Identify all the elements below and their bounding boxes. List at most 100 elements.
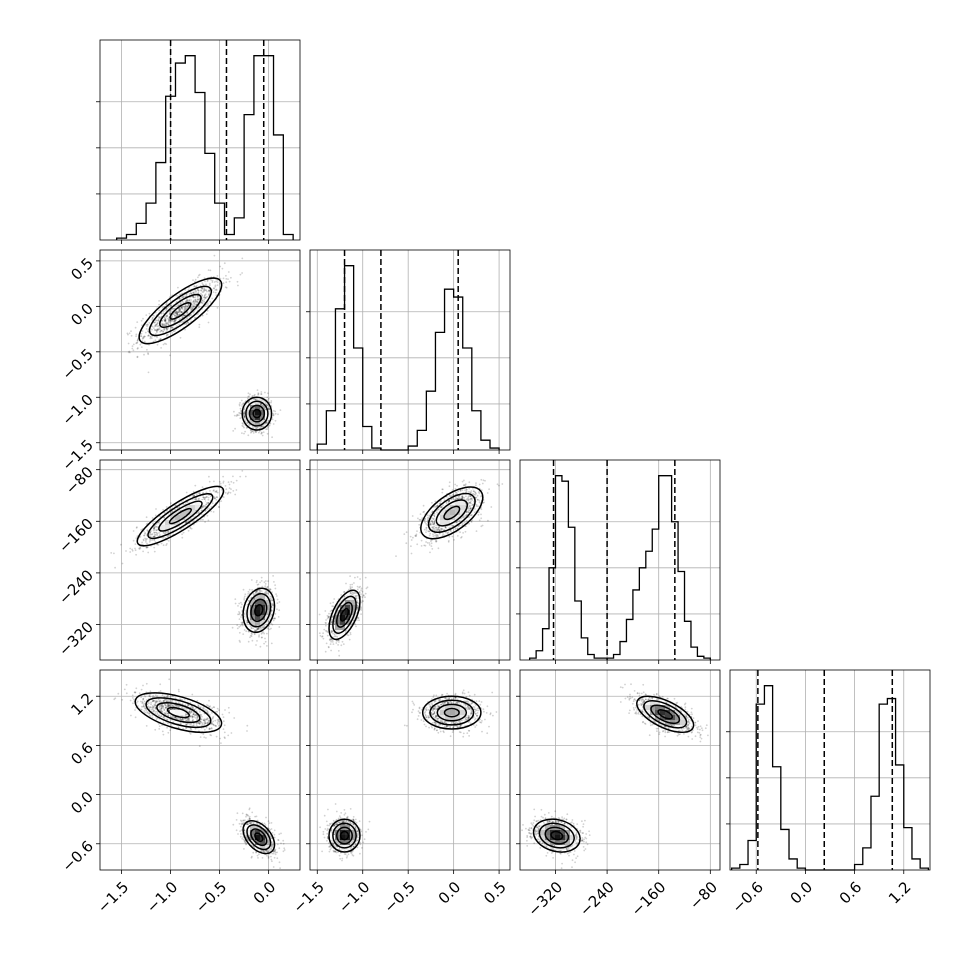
- density-cell: [255, 610, 261, 616]
- sample-point: [132, 530, 135, 532]
- sample-point: [180, 306, 182, 309]
- sample-point: [247, 600, 250, 602]
- sample-point: [478, 483, 481, 486]
- sample-point: [151, 328, 154, 331]
- sample-point: [447, 539, 450, 542]
- sample-point: [196, 518, 198, 520]
- sample-point: [135, 333, 138, 336]
- sample-point: [232, 481, 235, 484]
- sample-point: [207, 502, 210, 504]
- sample-point: [155, 533, 157, 536]
- sample-point: [422, 511, 425, 513]
- sample-point: [246, 621, 249, 624]
- sample-point: [141, 324, 143, 327]
- sample-point: [192, 296, 195, 299]
- sample-point: [149, 538, 152, 541]
- sample-point: [183, 319, 186, 321]
- sample-point: [417, 517, 419, 520]
- sample-point: [192, 301, 195, 303]
- sample-point: [482, 479, 485, 482]
- sample-point: [354, 576, 356, 579]
- sample-point: [270, 614, 273, 617]
- sample-point: [260, 576, 263, 579]
- sample-point: [163, 318, 166, 321]
- sample-point: [441, 534, 444, 537]
- sample-point: [438, 526, 441, 529]
- sample-point: [182, 301, 184, 303]
- sample-point: [197, 498, 200, 501]
- sample-point: [166, 315, 169, 317]
- sample-point: [445, 502, 448, 505]
- sample-point: [211, 279, 214, 282]
- sample-point: [467, 491, 470, 493]
- sample-point: [461, 497, 463, 500]
- sample-point: [171, 332, 174, 334]
- sample-point: [268, 625, 271, 627]
- sample-point: [152, 529, 155, 532]
- sample-point: [169, 512, 172, 514]
- sample-point: [270, 400, 273, 402]
- sample-point: [267, 580, 269, 582]
- sample-point: [131, 347, 134, 350]
- sample-point: [459, 531, 461, 534]
- sample-point: [154, 329, 156, 331]
- panel-frame: [729, 669, 931, 871]
- sample-point: [142, 336, 145, 339]
- density-cell: [255, 605, 261, 611]
- sample-point: [271, 599, 274, 601]
- sample-point: [164, 317, 167, 320]
- sample-point: [351, 583, 354, 586]
- sample-point: [195, 290, 198, 293]
- sample-point: [441, 528, 444, 531]
- sample-point: [273, 581, 275, 583]
- sample-point: [191, 308, 193, 311]
- sample-point: [429, 523, 432, 526]
- density-cell: [255, 615, 261, 621]
- sample-point: [183, 314, 186, 316]
- density-content: [310, 460, 510, 660]
- sample-point: [188, 299, 190, 301]
- sample-point: [418, 518, 421, 521]
- sample-point: [444, 526, 447, 529]
- sample-point: [249, 634, 252, 637]
- sample-point: [183, 309, 186, 311]
- sample-point: [236, 280, 239, 283]
- sample-point: [178, 318, 181, 321]
- sample-point: [256, 628, 259, 630]
- sample-point: [146, 323, 149, 326]
- sample-point: [428, 542, 431, 544]
- sample-point: [201, 288, 204, 290]
- sample-point: [423, 519, 426, 522]
- sample-point: [216, 275, 219, 277]
- sample-point: [450, 530, 452, 533]
- sample-point: [153, 535, 156, 538]
- sample-point: [257, 392, 260, 394]
- sample-point: [198, 297, 201, 300]
- sample-point: [163, 317, 166, 319]
- sample-point: [153, 550, 156, 553]
- sample-point: [201, 506, 204, 508]
- sample-point: [480, 508, 483, 511]
- sample-point: [156, 329, 159, 331]
- sample-point: [194, 300, 197, 302]
- sample-point: [246, 621, 248, 624]
- sample-point: [165, 309, 168, 312]
- sample-point: [461, 496, 464, 498]
- sample-point: [151, 539, 154, 541]
- sample-point: [439, 532, 441, 535]
- sample-point: [192, 304, 195, 307]
- sample-point: [431, 517, 433, 520]
- sample-point: [162, 508, 165, 511]
- sample-point: [153, 315, 156, 317]
- sample-point: [253, 629, 256, 631]
- sample-point: [256, 628, 259, 631]
- sample-point: [171, 316, 173, 318]
- sample-point: [423, 510, 425, 513]
- sample-point: [144, 532, 147, 534]
- sample-point: [178, 323, 181, 326]
- sample-point: [186, 317, 188, 320]
- sample-point: [456, 484, 458, 487]
- sample-point: [155, 325, 157, 327]
- sample-point: [257, 393, 260, 395]
